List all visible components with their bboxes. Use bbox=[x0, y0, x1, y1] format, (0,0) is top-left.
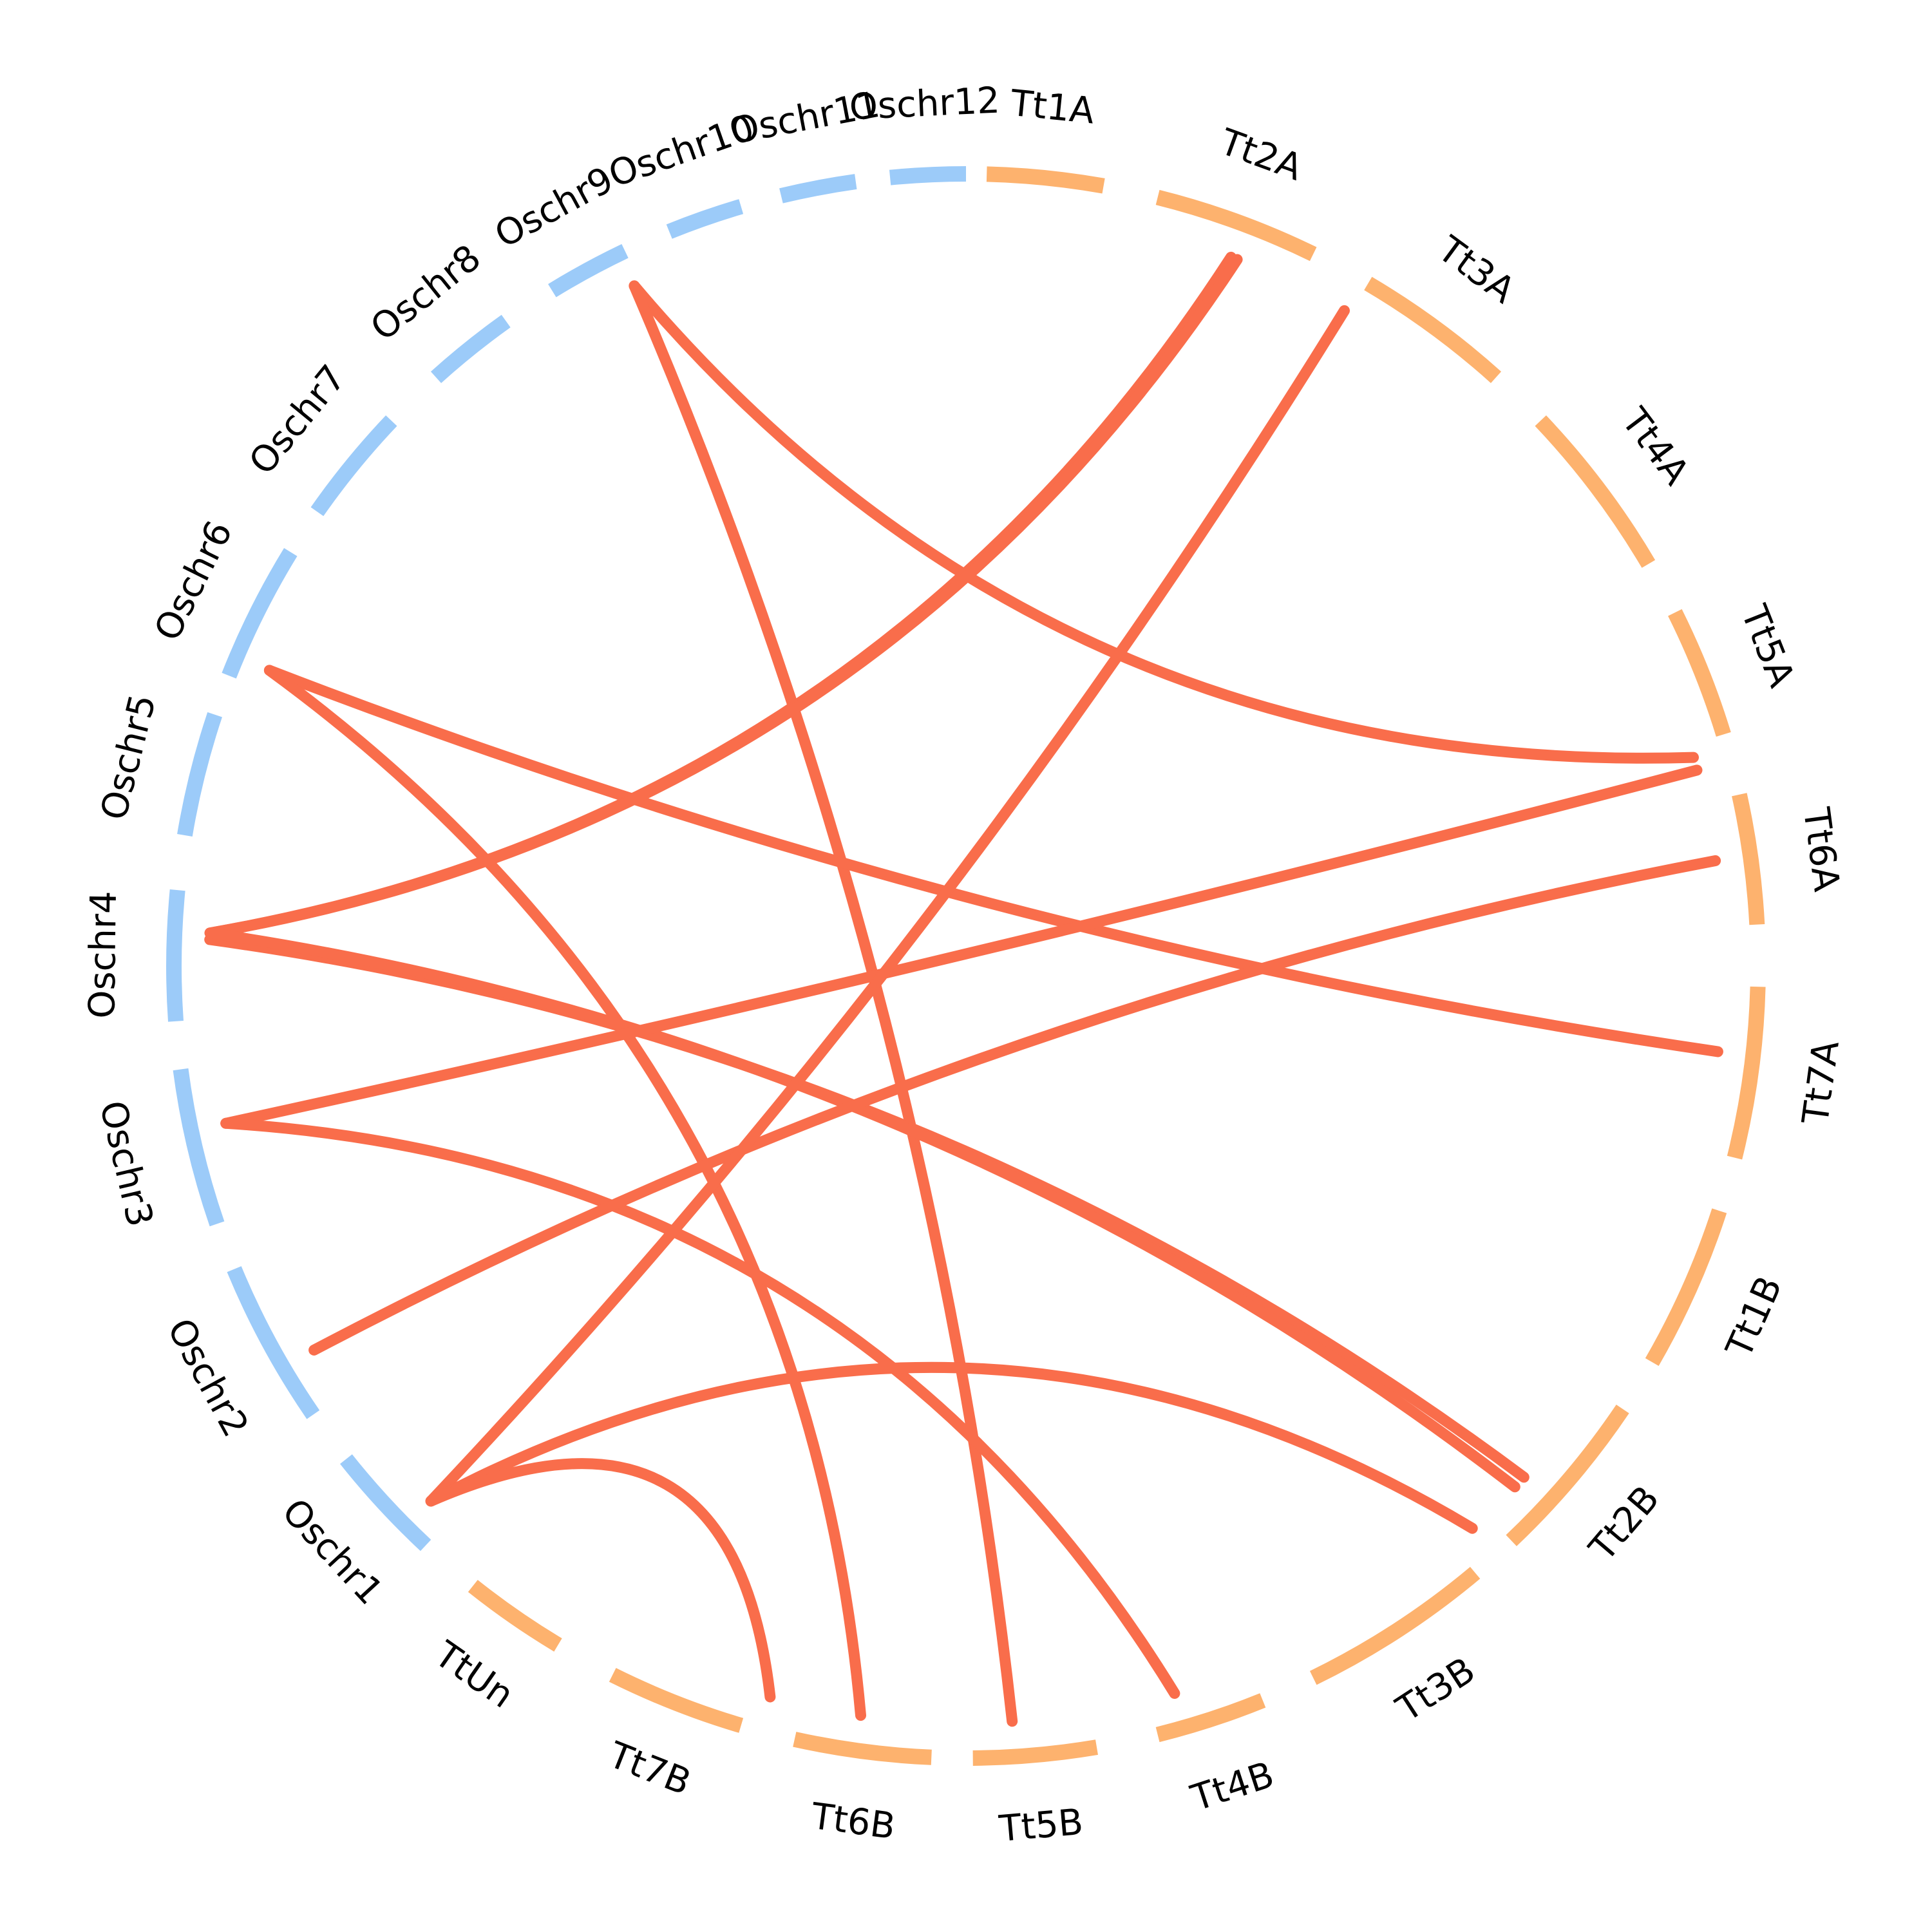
link-oschr1-tt3b bbox=[425, 1361, 1478, 1534]
label-oschr8: Oschr8 bbox=[363, 237, 489, 350]
segment-tt2a bbox=[1155, 189, 1317, 261]
label-oschr7: Oschr7 bbox=[241, 357, 354, 483]
label-tt7a: Tt7A bbox=[1795, 1038, 1848, 1128]
link-oschr3-tt5a bbox=[220, 764, 1703, 1129]
link-oschr1-tt5b bbox=[425, 1458, 776, 1703]
label-oschr12: Oschr12 bbox=[848, 80, 1001, 129]
label-tt2b: Tt2B bbox=[1581, 1478, 1667, 1569]
segment-oschr11 bbox=[779, 174, 857, 204]
segment-tt6b bbox=[793, 1732, 932, 1765]
link-oschr6-tt6b bbox=[263, 665, 866, 1721]
label-oschr4: Oschr4 bbox=[81, 891, 125, 1019]
segment-tt3a bbox=[1364, 276, 1502, 383]
segment-tt2b bbox=[1506, 1405, 1629, 1546]
label-tt2a: Tt2A bbox=[1214, 121, 1307, 189]
label-oschr1: Oschr1 bbox=[274, 1491, 391, 1613]
segment-oschr2 bbox=[227, 1266, 320, 1419]
label-ttun: TtUn bbox=[426, 1633, 521, 1717]
label-tt1b: Tt1B bbox=[1718, 1270, 1791, 1364]
segment-oschr9 bbox=[548, 243, 629, 298]
segment-tt5a bbox=[1668, 609, 1731, 737]
segment-ttun bbox=[468, 1580, 562, 1652]
label-tt1a: Tt1A bbox=[1008, 82, 1096, 133]
link-oschr4-tt2b bbox=[204, 934, 1530, 1483]
label-oschr3: Oschr3 bbox=[91, 1097, 161, 1231]
link-oschr10-tt5a bbox=[629, 280, 1699, 764]
label-tt4a: Tt4A bbox=[1613, 400, 1697, 493]
segment-tt1a bbox=[986, 166, 1105, 194]
link-oschr4-tt2b bbox=[204, 927, 1520, 1493]
segment-oschr5 bbox=[177, 712, 222, 837]
label-tt5a: Tt5A bbox=[1732, 599, 1803, 693]
segment-oschr1 bbox=[340, 1454, 431, 1551]
label-tt6b: Tt6B bbox=[808, 1795, 898, 1848]
label-oschr6: Oschr6 bbox=[146, 515, 241, 647]
label-oschr5: Oschr5 bbox=[93, 690, 164, 824]
segment-tt1b bbox=[1645, 1208, 1727, 1366]
link-oschr6-tt7a bbox=[263, 665, 1723, 1057]
segment-oschr7 bbox=[310, 415, 397, 516]
link-oschr4-tt2a bbox=[204, 254, 1243, 939]
segment-oschr8 bbox=[430, 314, 511, 383]
segment-oschr4 bbox=[166, 889, 185, 1022]
label-tt3a: Tt3A bbox=[1430, 228, 1522, 312]
label-oschr9: Oschr9 bbox=[488, 159, 620, 257]
label-tt3b: Tt3B bbox=[1389, 1649, 1482, 1730]
segment-oschr3 bbox=[173, 1068, 225, 1227]
link-oschr2-tt6a bbox=[308, 855, 1721, 1356]
segment-tt4b bbox=[1155, 1693, 1266, 1743]
segment-oschr6 bbox=[222, 548, 298, 679]
segment-tt5b bbox=[972, 1739, 1098, 1766]
link-oschr1-tt3a bbox=[425, 305, 1350, 1507]
label-tt5b: Tt5B bbox=[997, 1801, 1084, 1850]
link-oschr3-tt4b bbox=[220, 1117, 1180, 1699]
label-tt4b: Tt4B bbox=[1186, 1754, 1279, 1819]
label-tt7b: Tt7B bbox=[602, 1734, 696, 1804]
label-tt6a: Tt6A bbox=[1795, 804, 1848, 894]
segment-tt7b bbox=[609, 1668, 744, 1733]
segment-tt7a bbox=[1727, 986, 1766, 1160]
label-oschr2: Oschr2 bbox=[159, 1312, 257, 1444]
segment-tt4a bbox=[1535, 415, 1656, 568]
segment-tt3b bbox=[1309, 1567, 1481, 1685]
chromosome-segments bbox=[166, 166, 1766, 1766]
segment-tt6a bbox=[1732, 793, 1765, 925]
segment-oschr10 bbox=[666, 199, 744, 239]
synteny-links bbox=[204, 251, 1723, 1727]
segment-oschr12 bbox=[889, 166, 967, 185]
